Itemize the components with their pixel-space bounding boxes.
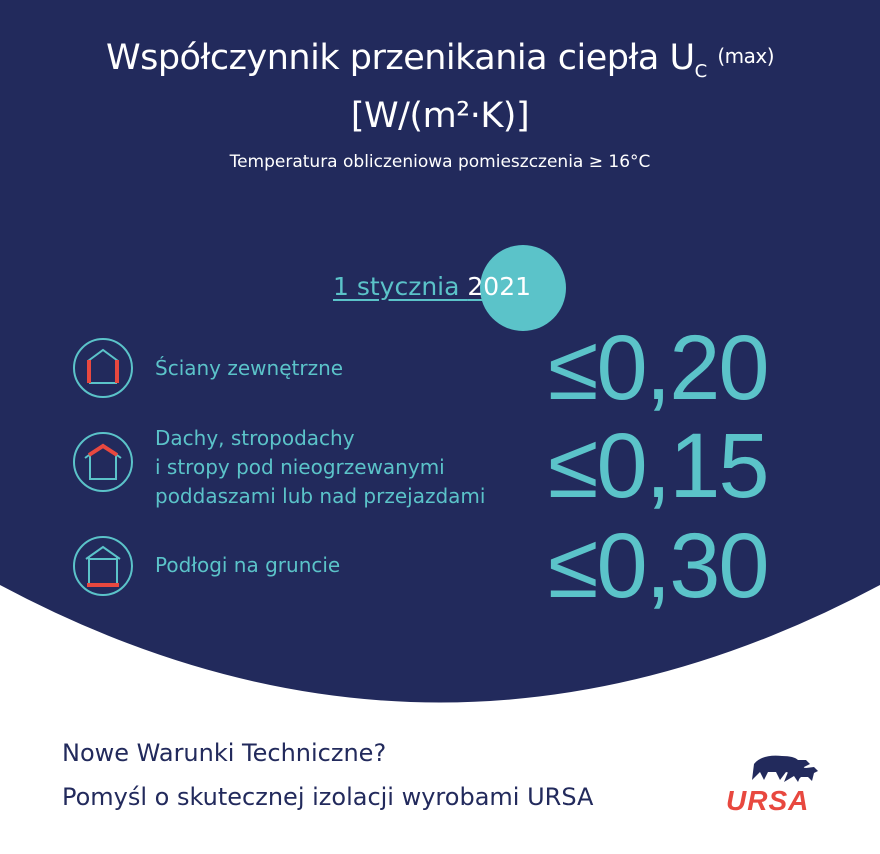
row-label-floors: Podłogi na gruncie [155,553,341,577]
subtitle: Temperatura obliczeniowa pomieszczenia ≥… [229,152,651,172]
house-floor-icon [73,536,133,596]
page-title: Współczynnik przenikania ciepła UC (max) [0,38,880,82]
row-label-line: poddaszami lub nad przejazdami [155,484,486,508]
date-label: 1 stycznia 2021 [333,272,531,301]
footer-line1: Nowe Warunki Techniczne? [62,739,387,767]
house-roof-icon [73,432,133,492]
footer-text: Nowe Warunki Techniczne? Pomyśl o skutec… [62,731,593,819]
title-subscript: C [694,61,708,82]
row-label-line: i stropy pod nieogrzewanymi [155,455,445,479]
row-label-roofs: Dachy, stropodachy i stropy pod nieogrze… [155,424,485,511]
row-label-line: Dachy, stropodachy [155,426,355,450]
title-text: Współczynnik przenikania ciepła U [106,38,695,78]
row-value-walls: ≤0,20 [548,317,770,419]
date-year: 2021 [467,272,532,301]
polar-bears-icon [752,755,818,782]
house-walls-icon [73,338,133,398]
date-prefix: 1 stycznia [333,272,468,301]
ursa-logo: URSA [722,750,832,815]
footer-line2: Pomyśl o skutecznej izolacji wyrobami UR… [62,783,594,811]
page-title-unit: [W/(m²·K)] [350,96,530,136]
year-circle [480,245,566,331]
title-suffix: (max) [717,44,774,68]
ursa-logo-text: URSA [726,785,810,816]
row-label-walls: Ściany zewnętrzne [155,356,344,380]
row-value-roofs: ≤0,15 [548,415,770,517]
row-value-floors: ≤0,30 [548,515,770,617]
